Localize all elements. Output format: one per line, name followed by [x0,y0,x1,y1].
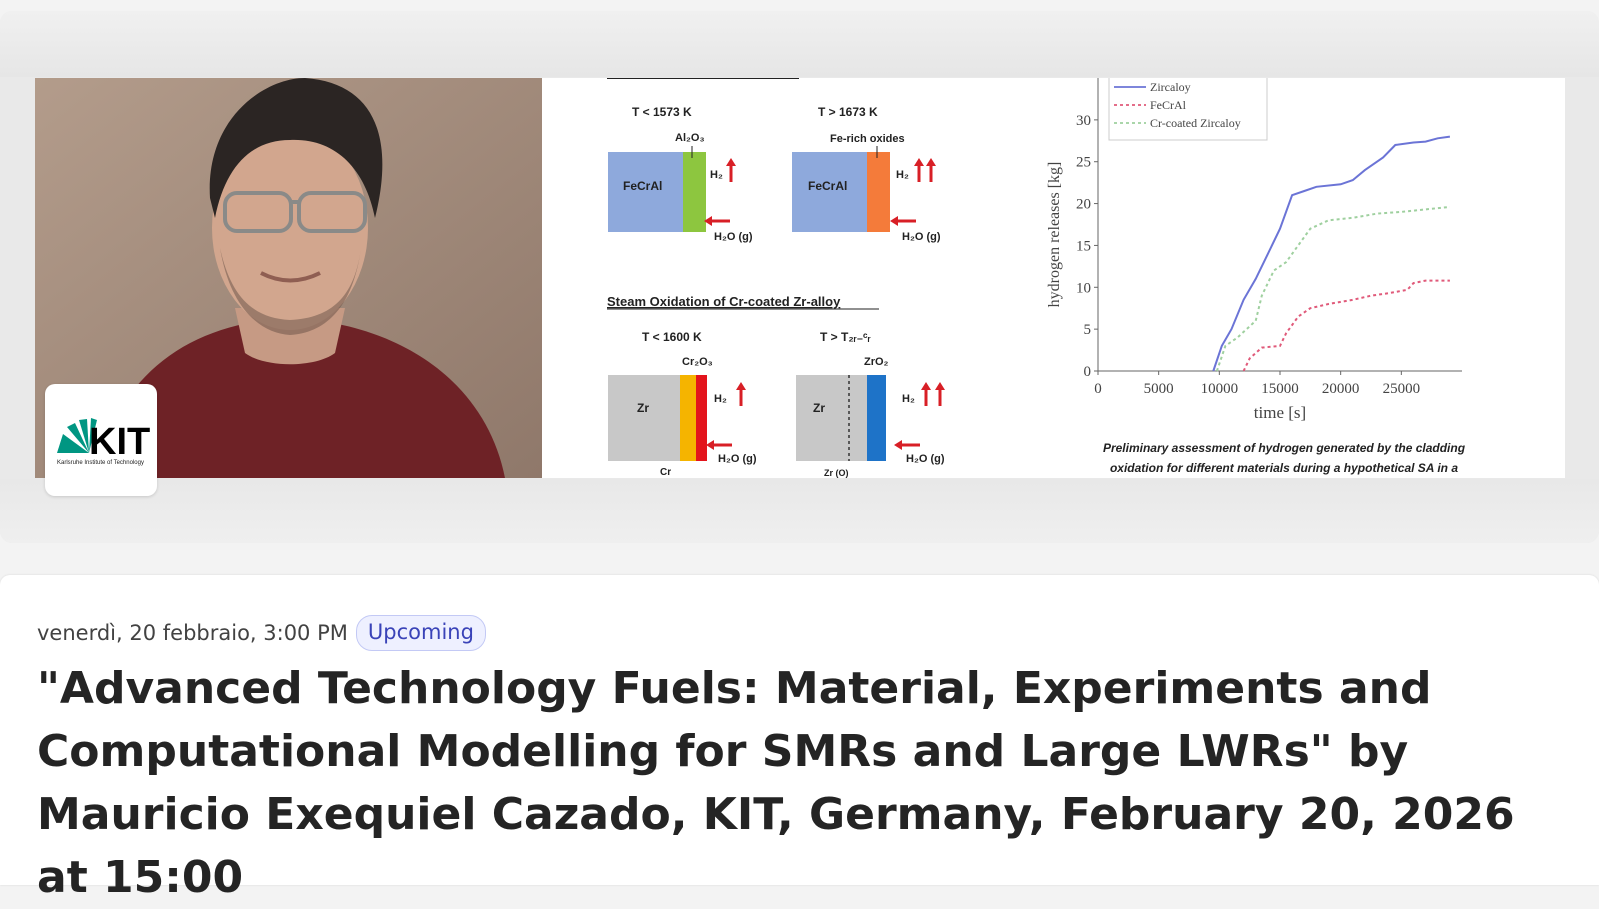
chart-y-tick-label: 20 [1076,197,1091,213]
material-label-top-right: FeCrAl [808,179,847,193]
chart-legend [1108,78,1268,141]
h2o-label-bottom-right: H₂O (g) [906,453,945,465]
event-banner-image: T < 1573 K Al₂O₃ FeCrAl H₂ H₂O (g) T > 1… [35,78,1565,478]
event-banner-card: T < 1573 K Al₂O₃ FeCrAl H₂ H₂O (g) T > 1… [0,11,1599,543]
oxidation-schematic-and-chart: T < 1573 K Al₂O₃ FeCrAl H₂ H₂O (g) T > 1… [607,78,1466,478]
h2-label-top-right: H₂ [896,169,909,181]
figure-caption-line1: Preliminary assessment of hydrogen gener… [1103,441,1466,455]
banner-top-fade [0,11,1599,77]
kit-logo-subtitle: Karlsruhe Institute of Technology [57,460,144,466]
chart-x-tick-label: 5000 [1144,381,1174,397]
h2o-label-top-right: H₂O (g) [902,231,941,243]
sublabel-bottom-left: Cr [660,467,671,478]
event-details-card[interactable]: venerdì, 20 febbraio, 3:00 PM Upcoming "… [0,575,1599,903]
event-meta: venerdì, 20 febbraio, 3:00 PM Upcoming [37,615,486,651]
status-badge: Upcoming [355,615,486,651]
chart-x-tick-label: 25000 [1383,381,1421,397]
chart-y-tick-label: 25 [1076,155,1091,171]
oxide-label-bottom-right: ZrO₂ [864,356,889,368]
figure-caption-line2: oxidation for different materials during… [1110,461,1458,475]
h2-label-bottom-right: H₂ [902,393,915,405]
chart-series-line [1215,205,1451,372]
temp-label-top-right: T > 1673 K [818,105,878,119]
oxidation-heading: Steam Oxidation of Cr-coated Zr-alloy [607,294,841,309]
temp-label-bottom-right: T > T₂ᵣ₋ᶜᵣ [820,330,871,344]
chart-legend-label: Cr-coated Zircaloy [1150,116,1241,130]
chart-x-tick-label: 0 [1094,381,1102,397]
event-title[interactable]: "Advanced Technology Fuels: Material, Ex… [37,663,1515,903]
chart-y-tick-label: 15 [1076,238,1091,254]
h2o-label-bottom-left: H₂O (g) [718,453,757,465]
chart-y-tick-label: 10 [1076,280,1091,296]
banner-bottom-fade [0,479,1599,543]
oxide-label-top-left: Al₂O₃ [675,132,705,144]
material-label-top-left: FeCrAl [623,179,662,193]
temp-label-bottom-left: T < 1600 K [642,330,702,344]
material-label-bottom-left: Zr [637,401,649,415]
h2-label-top-left: H₂ [710,169,723,181]
chart-y-axis-label: hydrogen releases [kg] [1046,162,1063,308]
temp-label-top-left: T < 1573 K [632,105,692,119]
chart-series-line [1212,135,1451,372]
org-logo-tile: KIT Karlsruhe Institute of Technology [45,384,157,496]
chart-x-tick-label: 10000 [1201,381,1239,397]
oxide-label-top-right: Fe-rich oxides [830,133,905,145]
chart-x-tick-label: 15000 [1261,381,1299,397]
h2-label-bottom-left: H₂ [714,393,727,405]
chart-series-line [1242,279,1450,372]
chart-legend-label: FeCrAl [1150,98,1187,112]
event-date: venerdì, 20 febbraio, 3:00 PM [37,621,348,645]
hydrogen-release-chart: 0 5 10 15 20 25 30 0 5000 10000 15000 20000 25000 tim… [1046,78,1462,422]
chart-x-tick-label: 20000 [1322,381,1360,397]
speaker-photo [35,78,542,478]
chart-y-tick-label: 0 [1084,364,1092,380]
sublabel-bottom-right: Zr (O) [824,468,849,478]
oxide-label-bottom-left: Cr₂O₃ [682,356,713,368]
chart-y-tick-label: 5 [1084,322,1092,338]
chart-y-tick-label: 30 [1076,113,1091,129]
research-figure: T < 1573 K Al₂O₃ FeCrAl H₂ H₂O (g) T > 1… [542,78,1565,478]
kit-logo-wordmark: KIT [89,421,150,463]
chart-legend-label: Zircaloy [1150,80,1191,94]
kit-logo-icon: KIT Karlsruhe Institute of Technology [57,418,150,466]
chart-x-axis-label: time [s] [1254,403,1306,422]
material-label-bottom-right: Zr [813,401,825,415]
h2o-label-top-left: H₂O (g) [714,231,753,243]
